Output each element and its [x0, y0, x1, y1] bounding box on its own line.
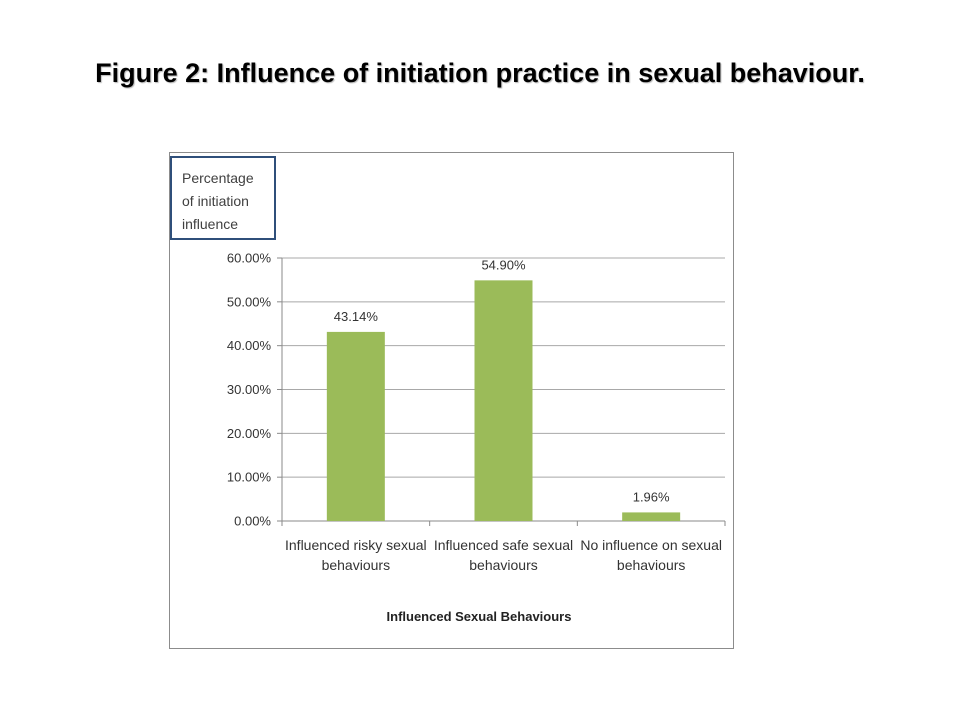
y-tick-label: 60.00%	[227, 251, 272, 266]
bar	[326, 331, 385, 521]
y-tick-label: 30.00%	[227, 382, 272, 397]
x-category-label: No influence on sexual	[580, 537, 722, 553]
slide-title: Figure 2: Influence of initiation practi…	[95, 58, 865, 88]
bar	[622, 512, 681, 521]
data-label: 54.90%	[481, 257, 526, 272]
y-tick-label: 40.00%	[227, 338, 272, 353]
data-label: 43.14%	[334, 309, 379, 324]
x-category-label: behaviours	[322, 557, 391, 573]
bar	[474, 280, 533, 521]
x-category-label: Influenced safe sexual	[434, 537, 573, 553]
x-category-label: behaviours	[617, 557, 686, 573]
y-tick-label: 50.00%	[227, 294, 272, 309]
x-category-label: behaviours	[469, 557, 538, 573]
y-tick-label: 20.00%	[227, 426, 272, 441]
data-label: 1.96%	[633, 489, 670, 504]
y-tick-label: 10.00%	[227, 470, 272, 485]
x-axis-label: Influenced Sexual Behaviours	[386, 609, 572, 624]
x-category-label: Influenced risky sexual	[285, 537, 427, 553]
y-axis-label: Percentage of initiation influence	[170, 156, 276, 240]
y-tick-label: 0.00%	[234, 514, 271, 529]
